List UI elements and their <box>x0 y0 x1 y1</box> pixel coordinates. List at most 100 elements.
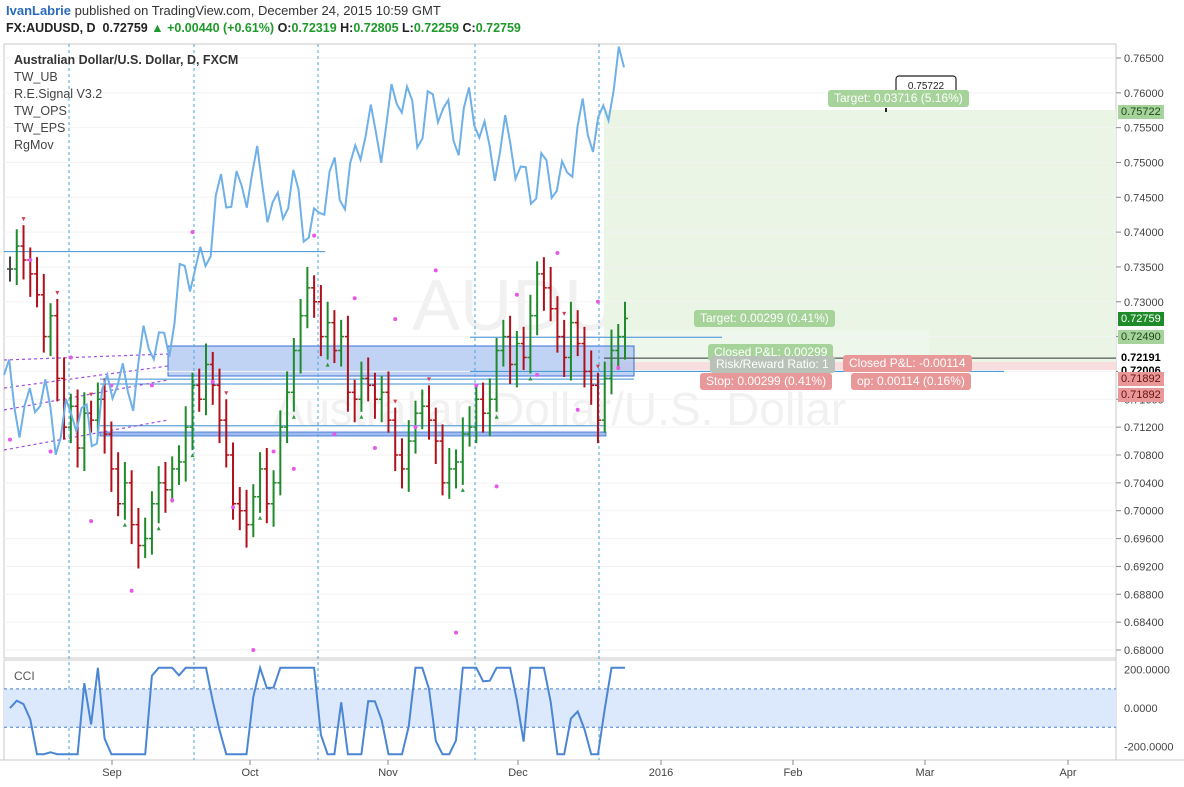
cycle-vlines <box>68 44 600 760</box>
signal-dot <box>474 383 479 388</box>
price-axis-tag[interactable]: 0.71892 <box>1118 371 1164 386</box>
price-tick-label: 0.71200 <box>1124 422 1164 434</box>
signal-dot <box>312 233 317 238</box>
time-tick-label: Apr <box>1059 767 1076 779</box>
signal-dot <box>433 268 438 273</box>
cci-tick-label: 0.0000 <box>1124 703 1158 715</box>
cci-line <box>9 664 625 756</box>
open-value: 0.72319 <box>291 21 337 35</box>
price-axis-tag[interactable]: 0.72490 <box>1118 330 1164 345</box>
signal-dot <box>170 498 175 503</box>
signal-dot <box>555 251 560 256</box>
low-value: 0.72259 <box>413 21 460 35</box>
signal-dot <box>494 484 499 489</box>
signal-arrow <box>393 399 398 404</box>
price-tick-label: 0.75000 <box>1124 157 1164 169</box>
author-link[interactable]: IvanLabrie <box>6 3 72 18</box>
signal-arrow <box>122 522 127 527</box>
legend-indicator[interactable]: TW_OPS <box>14 104 67 118</box>
ohlc-bars <box>7 217 628 569</box>
signal-dot <box>332 432 337 437</box>
time-tick-label: Nov <box>378 767 398 779</box>
stop-label[interactable]: Stop: 0.00299 (0.41%) <box>700 373 833 390</box>
cci-label: CCI <box>14 669 35 683</box>
signal-arrow <box>325 362 330 367</box>
price-tick-label: 0.73000 <box>1124 297 1164 309</box>
close-value: 0.72759 <box>475 21 521 35</box>
time-tick-label: Oct <box>241 767 258 779</box>
signal-dot <box>129 588 134 593</box>
signal-dot <box>231 505 236 510</box>
signal-dot <box>210 379 215 384</box>
price-tick-label: 0.70000 <box>1124 506 1164 518</box>
closed-pl-negative-label[interactable]: Closed P&L: -0.00114 <box>843 355 972 372</box>
signal-arrow <box>89 392 94 397</box>
signal-dot <box>271 449 276 454</box>
price-axis-tag[interactable]: 0.75722 <box>1118 105 1164 120</box>
time-tick-label: Mar <box>916 767 935 779</box>
signal-dot <box>291 466 296 471</box>
signal-arrow <box>427 377 432 382</box>
signal-dot <box>48 449 53 454</box>
price-axis-tag[interactable]: 0.72759 <box>1118 311 1164 326</box>
price-tick-label: 0.75500 <box>1124 123 1164 135</box>
signal-dot <box>190 230 195 235</box>
signal-dot <box>413 425 418 430</box>
signal-dot <box>89 519 94 524</box>
fan-lines <box>3 353 169 451</box>
close-label: C: <box>462 21 476 35</box>
symbol-quote-line: FX:AUDUSD, D 0.72759 ▲ +0.00440 (+0.61%)… <box>6 21 521 35</box>
symbol-label[interactable]: FX:AUDUSD, D <box>6 21 96 35</box>
signal-arrow <box>359 414 364 419</box>
cci-indicator: 200.0000 0.0000 -200.0000 <box>4 664 1174 756</box>
last-price: 0.72759 <box>102 21 148 35</box>
price-tick-label: 0.68000 <box>1124 645 1164 657</box>
change-value: ▲ +0.00440 (+0.61%) <box>151 21 275 35</box>
signal-arrow <box>156 526 161 531</box>
price-tick-label: 0.76500 <box>1124 53 1164 65</box>
signal-arrow <box>562 311 567 316</box>
publish-text: published on TradingView.com, December 2… <box>71 3 441 18</box>
legend-indicator[interactable]: R.E.Signal V3.2 <box>14 87 103 101</box>
price-tick-label: 0.68400 <box>1124 617 1164 629</box>
demand-zone-lower <box>99 431 607 437</box>
price-tick-label: 0.74000 <box>1124 227 1164 239</box>
legend-indicator[interactable]: RgMov <box>14 138 54 152</box>
signal-arrow <box>595 364 600 369</box>
time-axis[interactable]: Sep Oct Nov Dec 2016 Feb Mar Apr <box>102 760 1077 779</box>
high-label: H: <box>340 21 354 35</box>
signal-dot <box>393 317 398 322</box>
legend-indicator[interactable]: TW_EPS <box>14 121 66 135</box>
legend-indicator[interactable]: TW_UB <box>14 70 58 84</box>
price-tick-label: 0.70800 <box>1124 450 1164 462</box>
price-tick-label: 0.73500 <box>1124 262 1164 274</box>
price-axis-tag[interactable]: 0.72191 <box>1118 351 1164 366</box>
signal-arrow <box>258 515 263 520</box>
signal-dot <box>595 299 600 304</box>
signal-arrow <box>190 453 195 458</box>
price-axis[interactable]: 0.76500 0.76000 0.75500 0.75000 0.74500 0.740… <box>1116 53 1164 657</box>
price-tick-label: 0.74500 <box>1124 192 1164 204</box>
overlay-line <box>3 46 625 456</box>
signal-arrow <box>224 391 229 396</box>
risk-reward-label[interactable]: Risk/Reward Ratio: 1 <box>710 356 835 373</box>
price-axis-tag[interactable]: 0.71892 <box>1118 387 1164 402</box>
publish-line: IvanLabrie published on TradingView.com,… <box>6 3 441 18</box>
legend-title[interactable]: Australian Dollar/U.S. Dollar, D, FXCM <box>14 53 239 67</box>
target-price-box-label: 0.75722 <box>908 81 945 92</box>
time-tick-label: Dec <box>508 767 528 779</box>
signal-dot <box>372 446 377 451</box>
signal-dot <box>68 355 73 360</box>
price-tick-label: 0.69600 <box>1124 534 1164 546</box>
stop-label-secondary[interactable]: op: 0.00114 (0.16%) <box>851 373 971 390</box>
target-label-small[interactable]: Target: 0.00299 (0.41%) <box>694 310 835 327</box>
signal-arrow <box>494 414 499 419</box>
signal-dot <box>535 372 540 377</box>
target-label-big[interactable]: Target: 0.03716 (5.16%) <box>828 90 969 107</box>
signal-dot <box>575 407 580 412</box>
cci-tick-label: 200.0000 <box>1124 665 1170 677</box>
signal-dot <box>28 257 33 262</box>
signal-dots <box>8 230 621 652</box>
signal-arrow <box>55 290 60 295</box>
